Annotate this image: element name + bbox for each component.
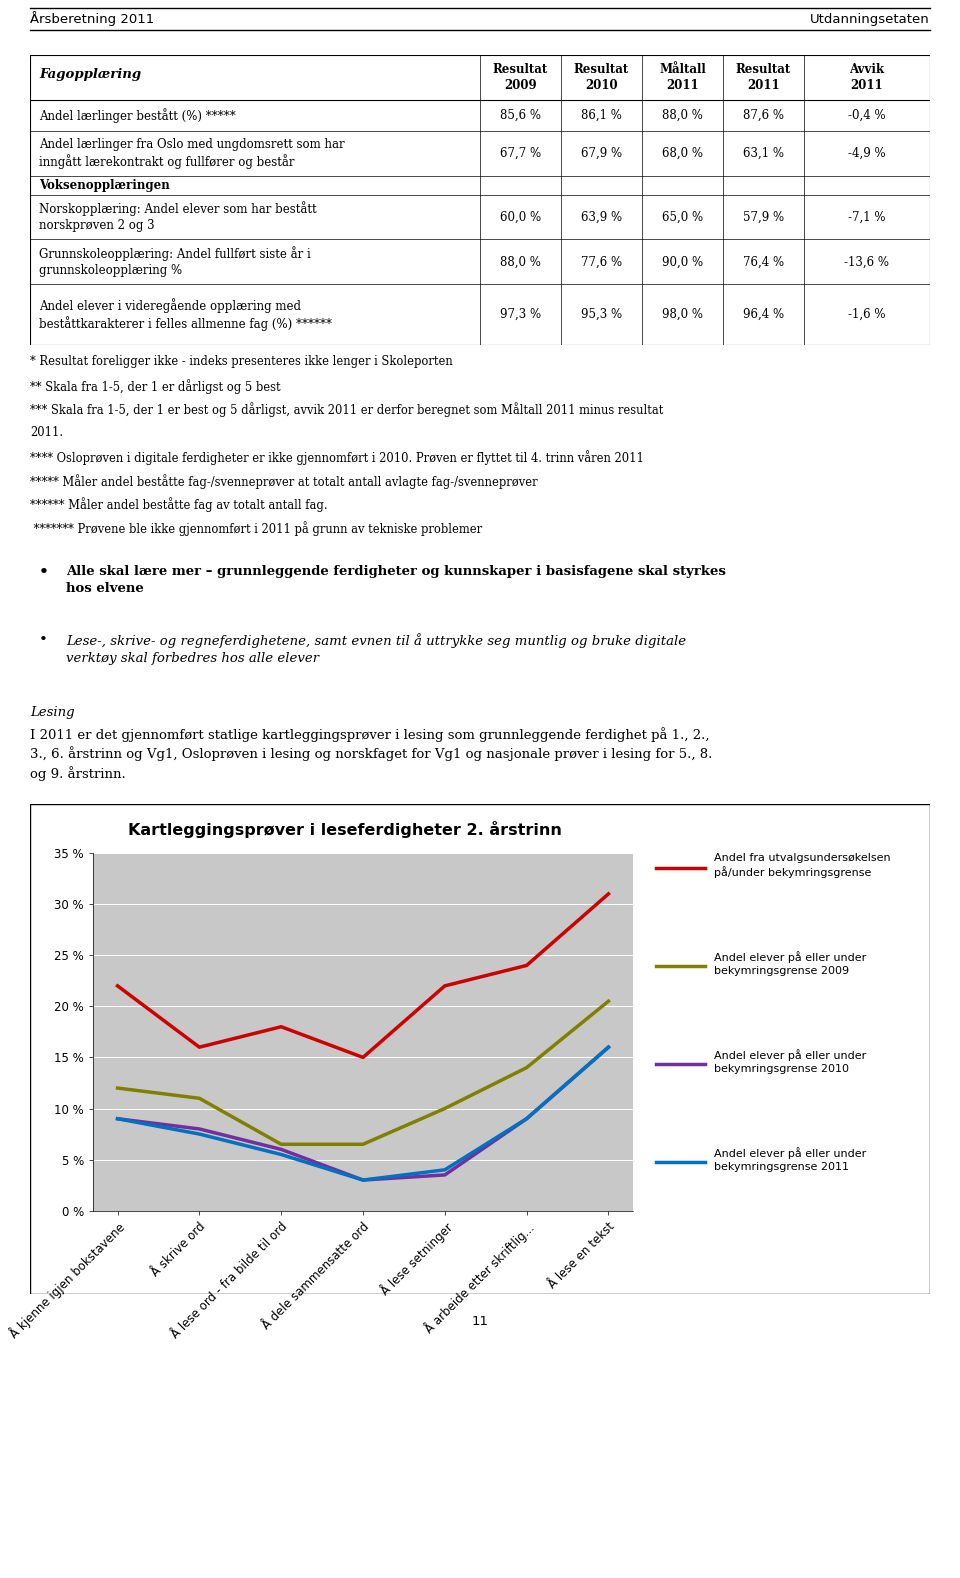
Text: -4,9 %: -4,9 %	[849, 147, 886, 159]
Text: Andel fra utvalgsundersøkelsen
på/under bekymringsgrense: Andel fra utvalgsundersøkelsen på/under …	[714, 852, 891, 877]
Text: * Resultat foreligger ikke - indeks presenteres ikke lenger i Skoleporten: * Resultat foreligger ikke - indeks pres…	[30, 355, 453, 368]
Text: Andel elever på eller under
bekymringsgrense 2011: Andel elever på eller under bekymringsgr…	[714, 1147, 866, 1171]
Text: Andel elever på eller under
bekymringsgrense 2009: Andel elever på eller under bekymringsgr…	[714, 952, 866, 975]
Text: 65,0 %: 65,0 %	[662, 210, 703, 224]
Text: Alle skal lære mer – grunnleggende ferdigheter og kunnskaper i basisfagene skal : Alle skal lære mer – grunnleggende ferdi…	[66, 565, 726, 595]
Text: 57,9 %: 57,9 %	[743, 210, 784, 224]
Text: ***** Måler andel beståtte fag-/svenneprøver at totalt antall avlagte fag-/svenn: ***** Måler andel beståtte fag-/svennepr…	[30, 473, 538, 489]
Text: 90,0 %: 90,0 %	[662, 256, 703, 268]
Text: 63,1 %: 63,1 %	[743, 147, 784, 159]
Text: Kartleggingsprøver i leseferdigheter 2. årstrinn: Kartleggingsprøver i leseferdigheter 2. …	[128, 821, 562, 838]
Text: -0,4 %: -0,4 %	[849, 109, 886, 122]
Text: 68,0 %: 68,0 %	[662, 147, 703, 159]
Text: I 2011 er det gjennomført statlige kartleggingsprøver i lesing som grunnleggende: I 2011 er det gjennomført statlige kartl…	[30, 727, 712, 781]
Text: Andel elever på eller under
bekymringsgrense 2010: Andel elever på eller under bekymringsgr…	[714, 1049, 866, 1073]
Text: ** Skala fra 1-5, der 1 er dårligst og 5 best: ** Skala fra 1-5, der 1 er dårligst og 5…	[30, 379, 280, 393]
Text: 67,7 %: 67,7 %	[500, 147, 541, 159]
Text: Andel lærlinger fra Oslo med ungdomsrett som har
inngått lærekontrakt og fullfør: Andel lærlinger fra Oslo med ungdomsrett…	[39, 137, 345, 169]
Text: 88,0 %: 88,0 %	[500, 256, 540, 268]
Text: Lesing: Lesing	[30, 705, 75, 720]
Text: ******* Prøvene ble ikke gjennomført i 2011 på grunn av tekniske problemer: ******* Prøvene ble ikke gjennomført i 2…	[30, 521, 482, 537]
Text: -13,6 %: -13,6 %	[845, 256, 890, 268]
Text: -1,6 %: -1,6 %	[849, 308, 886, 320]
Text: Årsberetning 2011: Årsberetning 2011	[30, 11, 155, 27]
Text: 88,0 %: 88,0 %	[662, 109, 703, 122]
Text: 67,9 %: 67,9 %	[581, 147, 622, 159]
Text: 63,9 %: 63,9 %	[581, 210, 622, 224]
Text: 86,1 %: 86,1 %	[581, 109, 622, 122]
Text: 60,0 %: 60,0 %	[500, 210, 541, 224]
Text: Andel elever i videregående opplæring med
beståttkarakterer i felles allmenne fa: Andel elever i videregående opplæring me…	[39, 298, 332, 331]
Text: •: •	[39, 565, 49, 579]
Text: 2011.: 2011.	[30, 426, 63, 439]
Text: Fagopplæring: Fagopplæring	[39, 68, 141, 80]
Text: 97,3 %: 97,3 %	[500, 308, 541, 320]
Text: Avvik
2011: Avvik 2011	[850, 63, 884, 92]
Text: Resultat
2011: Resultat 2011	[736, 63, 791, 92]
Text: Andel lærlinger bestått (%) *****: Andel lærlinger bestått (%) *****	[39, 107, 236, 123]
Text: 87,6 %: 87,6 %	[743, 109, 784, 122]
Text: Voksenopplæringen: Voksenopplæringen	[39, 178, 170, 191]
Text: 85,6 %: 85,6 %	[500, 109, 541, 122]
Text: 76,4 %: 76,4 %	[743, 256, 784, 268]
Text: 95,3 %: 95,3 %	[581, 308, 622, 320]
Text: Grunnskoleopplæring: Andel fullført siste år i
grunnskoleopplæring %: Grunnskoleopplæring: Andel fullført sist…	[39, 246, 311, 278]
Text: Resultat
2010: Resultat 2010	[574, 63, 629, 92]
Text: **** Osloprøven i digitale ferdigheter er ikke gjennomført i 2010. Prøven er fly: **** Osloprøven i digitale ferdigheter e…	[30, 450, 644, 466]
Text: 11: 11	[471, 1314, 489, 1329]
Text: 98,0 %: 98,0 %	[662, 308, 703, 320]
Text: ****** Måler andel beståtte fag av totalt antall fag.: ****** Måler andel beståtte fag av total…	[30, 497, 327, 513]
Text: Resultat
2009: Resultat 2009	[492, 63, 548, 92]
Text: •: •	[39, 633, 48, 647]
Text: Utdanningsetaten: Utdanningsetaten	[810, 13, 930, 25]
Text: -7,1 %: -7,1 %	[849, 210, 886, 224]
Text: Lese-, skrive- og regneferdighetene, samt evnen til å uttrykke seg muntlig og br: Lese-, skrive- og regneferdighetene, sam…	[66, 633, 686, 666]
Text: *** Skala fra 1-5, der 1 er best og 5 dårligst, avvik 2011 er derfor beregnet so: *** Skala fra 1-5, der 1 er best og 5 då…	[30, 402, 663, 417]
Text: Norskopplæring: Andel elever som har bestått
norskprøven 2 og 3: Norskopplæring: Andel elever som har bes…	[39, 202, 317, 232]
Text: 96,4 %: 96,4 %	[743, 308, 784, 320]
Text: Måltall
2011: Måltall 2011	[660, 63, 706, 92]
Text: 77,6 %: 77,6 %	[581, 256, 622, 268]
